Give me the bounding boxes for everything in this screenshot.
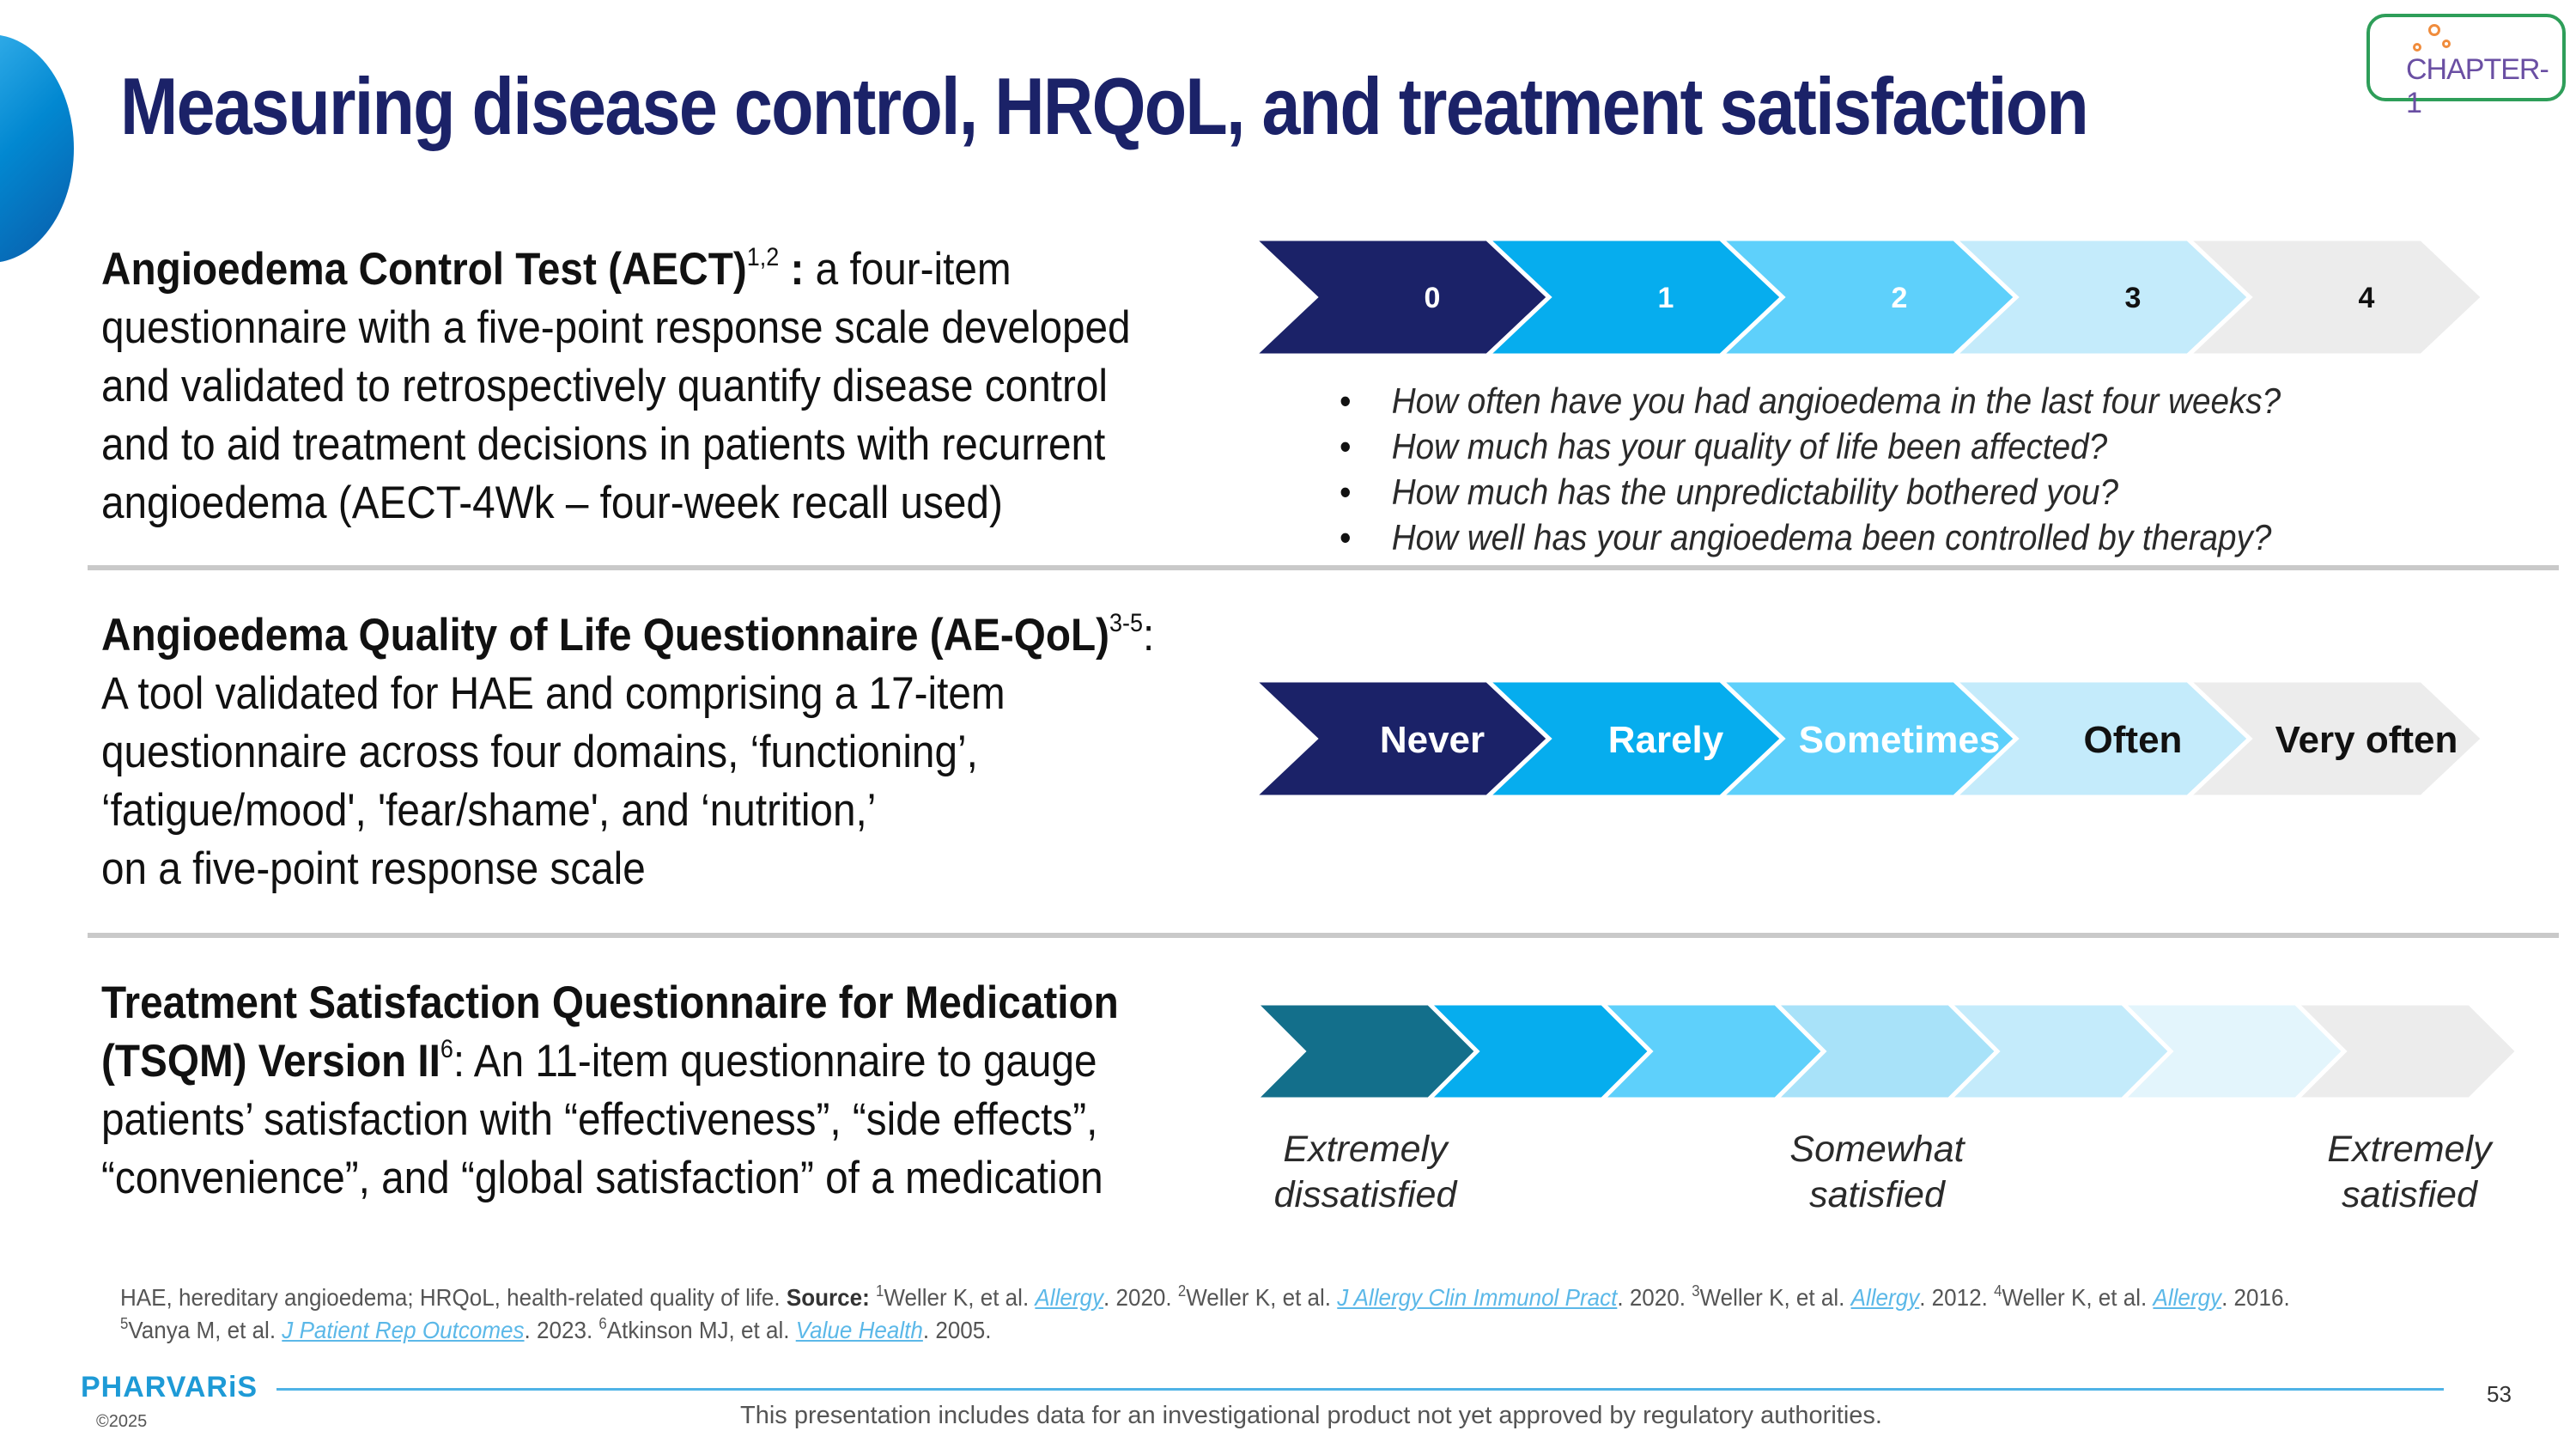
- aeqol-response-scale: Never Rarely Sometimes Often Very often: [1248, 678, 2487, 800]
- aeqol-ref: 3-5: [1109, 609, 1144, 637]
- ref-year: . 2016.: [2221, 1284, 2290, 1311]
- ref-author: Atkinson MJ, et al.: [606, 1317, 796, 1343]
- aect-scale-label: 3: [2125, 282, 2142, 314]
- ref-year: . 2020.: [1617, 1284, 1692, 1311]
- page-number: 53: [2487, 1381, 2512, 1407]
- aect-scale-label: 2: [1892, 282, 1908, 314]
- ref-number: 4: [1994, 1282, 2002, 1300]
- section-divider: [88, 565, 2559, 570]
- aect-question: How well has your angioedema been contro…: [1340, 514, 2281, 560]
- aeqol-line: ‘fatigue/mood', 'fear/shame', and ‘nutri…: [101, 785, 877, 836]
- aeqol-line: questionnaire across four domains, ‘func…: [101, 727, 978, 777]
- tsqm-scale-chevron: [2290, 1001, 2521, 1102]
- footnote-abbreviations: HAE, hereditary angioedema; HRQoL, healt…: [120, 1284, 787, 1311]
- aect-ref: 1,2: [746, 243, 780, 271]
- aect-question: How much has your quality of life been a…: [1340, 423, 2281, 469]
- aeqol-scale-label: Very often: [2275, 719, 2458, 761]
- logo-bubble-icon: [2413, 43, 2421, 52]
- ref-journal-link[interactable]: Value Health: [795, 1317, 923, 1343]
- ref-journal-link[interactable]: J Patient Rep Outcomes: [282, 1317, 525, 1343]
- aect-scale-label: 1: [1658, 282, 1674, 314]
- aect-scale-label: 0: [1425, 282, 1441, 314]
- ref-number: 6: [598, 1315, 607, 1332]
- ref-journal-link[interactable]: Allergy: [2153, 1284, 2222, 1311]
- logo-bubble-icon: [2442, 40, 2451, 48]
- footnote: HAE, hereditary angioedema; HRQoL, healt…: [120, 1282, 2340, 1347]
- chapter-1-logo: CHAPTER-1: [2366, 14, 2566, 119]
- decorative-blue-shape: [0, 34, 74, 263]
- aect-question-list: How often have you had angioedema in the…: [1340, 378, 2362, 560]
- aeqol-description: Angioedema Quality of Life Questionnaire…: [101, 606, 1154, 898]
- tsqm-line: “convenience”, and “global satisfaction”…: [101, 1153, 1103, 1203]
- ref-year: . 2005.: [922, 1317, 992, 1343]
- ref-number: 3: [1692, 1282, 1700, 1300]
- tsqm-line: : An 11-item questionnaire to gauge: [453, 1036, 1097, 1087]
- aeqol-scale-label: Never: [1380, 719, 1485, 761]
- ref-number: 1: [876, 1282, 884, 1300]
- page-title: Measuring disease control, HRQoL, and tr…: [120, 61, 2089, 151]
- aeqol-scale-label: Often: [2084, 719, 2183, 761]
- tsqm-heading-version: (TSQM) Version II: [101, 1036, 440, 1087]
- tsqm-label-extremely-satisfied: Extremely satisfied: [2327, 1129, 2492, 1215]
- aect-heading: Angioedema Control Test (AECT): [101, 244, 747, 295]
- aect-line: and validated to retrospectively quantif…: [101, 361, 1108, 411]
- aect-question: How often have you had angioedema in the…: [1340, 378, 2281, 423]
- ref-journal-link[interactable]: Allergy: [1850, 1284, 1920, 1311]
- logo-text: CHAPTER-1: [2406, 53, 2549, 119]
- aeqol-heading: Angioedema Quality of Life Questionnaire…: [101, 610, 1110, 661]
- tsqm-satisfaction-scale: [1249, 1001, 2521, 1102]
- logo-bubble-icon: [2428, 24, 2440, 36]
- copyright: ©2025: [96, 1412, 148, 1431]
- aect-line: angioedema (AECT-4Wk – four-week recall …: [101, 478, 1003, 528]
- ref-number: 5: [120, 1315, 129, 1332]
- aect-scale-label: 4: [2359, 282, 2375, 314]
- tsqm-label-somewhat-satisfied: Somewhat satisfied: [1789, 1129, 1965, 1215]
- ref-journal-link[interactable]: Allergy: [1035, 1284, 1104, 1311]
- pharvaris-logo: PHARVARiS: [81, 1371, 258, 1403]
- tsqm-heading: Treatment Satisfaction Questionnaire for…: [101, 977, 1119, 1028]
- disclaimer: This presentation includes data for an i…: [740, 1402, 1882, 1429]
- ref-year: . 2020.: [1103, 1284, 1178, 1311]
- aeqol-scale-label: Sometimes: [1799, 719, 2001, 761]
- ref-author: Vanya M, et al.: [128, 1317, 283, 1343]
- aect-line: a four-item: [804, 244, 1012, 295]
- aeqol-colon: :: [1143, 610, 1155, 661]
- ref-year: . 2023.: [524, 1317, 599, 1343]
- aeqol-scale-label: Rarely: [1608, 719, 1724, 761]
- footer-rule: [276, 1388, 2444, 1391]
- ref-year: . 2012.: [1919, 1284, 1995, 1311]
- ref-author: Weller K, et al.: [1699, 1284, 1851, 1311]
- tsqm-label-extremely-dissatisfied: Extremely dissatisfied: [1273, 1129, 1457, 1215]
- ref-author: Weller K, et al.: [884, 1284, 1036, 1311]
- ref-journal-link[interactable]: J Allergy Clin Immunol Pract: [1337, 1284, 1618, 1311]
- aect-question: How much has the unpredictability bother…: [1340, 469, 2281, 514]
- aect-scale-chevron: [2182, 236, 2487, 358]
- aeqol-scale-chevron: [2182, 678, 2487, 800]
- ref-author: Weller K, et al.: [2002, 1284, 2154, 1311]
- aect-colon: :: [779, 244, 805, 295]
- tsqm-ref: 6: [440, 1035, 453, 1063]
- aeqol-line: A tool validated for HAE and comprising …: [101, 668, 1005, 719]
- tsqm-description: Treatment Satisfaction Questionnaire for…: [101, 974, 1119, 1208]
- footnote-source-label: Source:: [786, 1284, 870, 1311]
- aect-response-scale: 0 1 2 3 4: [1248, 236, 2487, 358]
- aect-description: Angioedema Control Test (AECT)1,2 : a fo…: [101, 240, 1131, 533]
- aect-line: questionnaire with a five-point response…: [101, 302, 1131, 353]
- tsqm-line: patients’ satisfaction with “effectivene…: [101, 1094, 1098, 1145]
- aect-line: and to aid treatment decisions in patien…: [101, 419, 1106, 470]
- aeqol-line: on a five-point response scale: [101, 843, 646, 894]
- ref-number: 2: [1177, 1282, 1187, 1300]
- ref-author: Weller K, et al.: [1186, 1284, 1338, 1311]
- section-divider: [88, 933, 2559, 938]
